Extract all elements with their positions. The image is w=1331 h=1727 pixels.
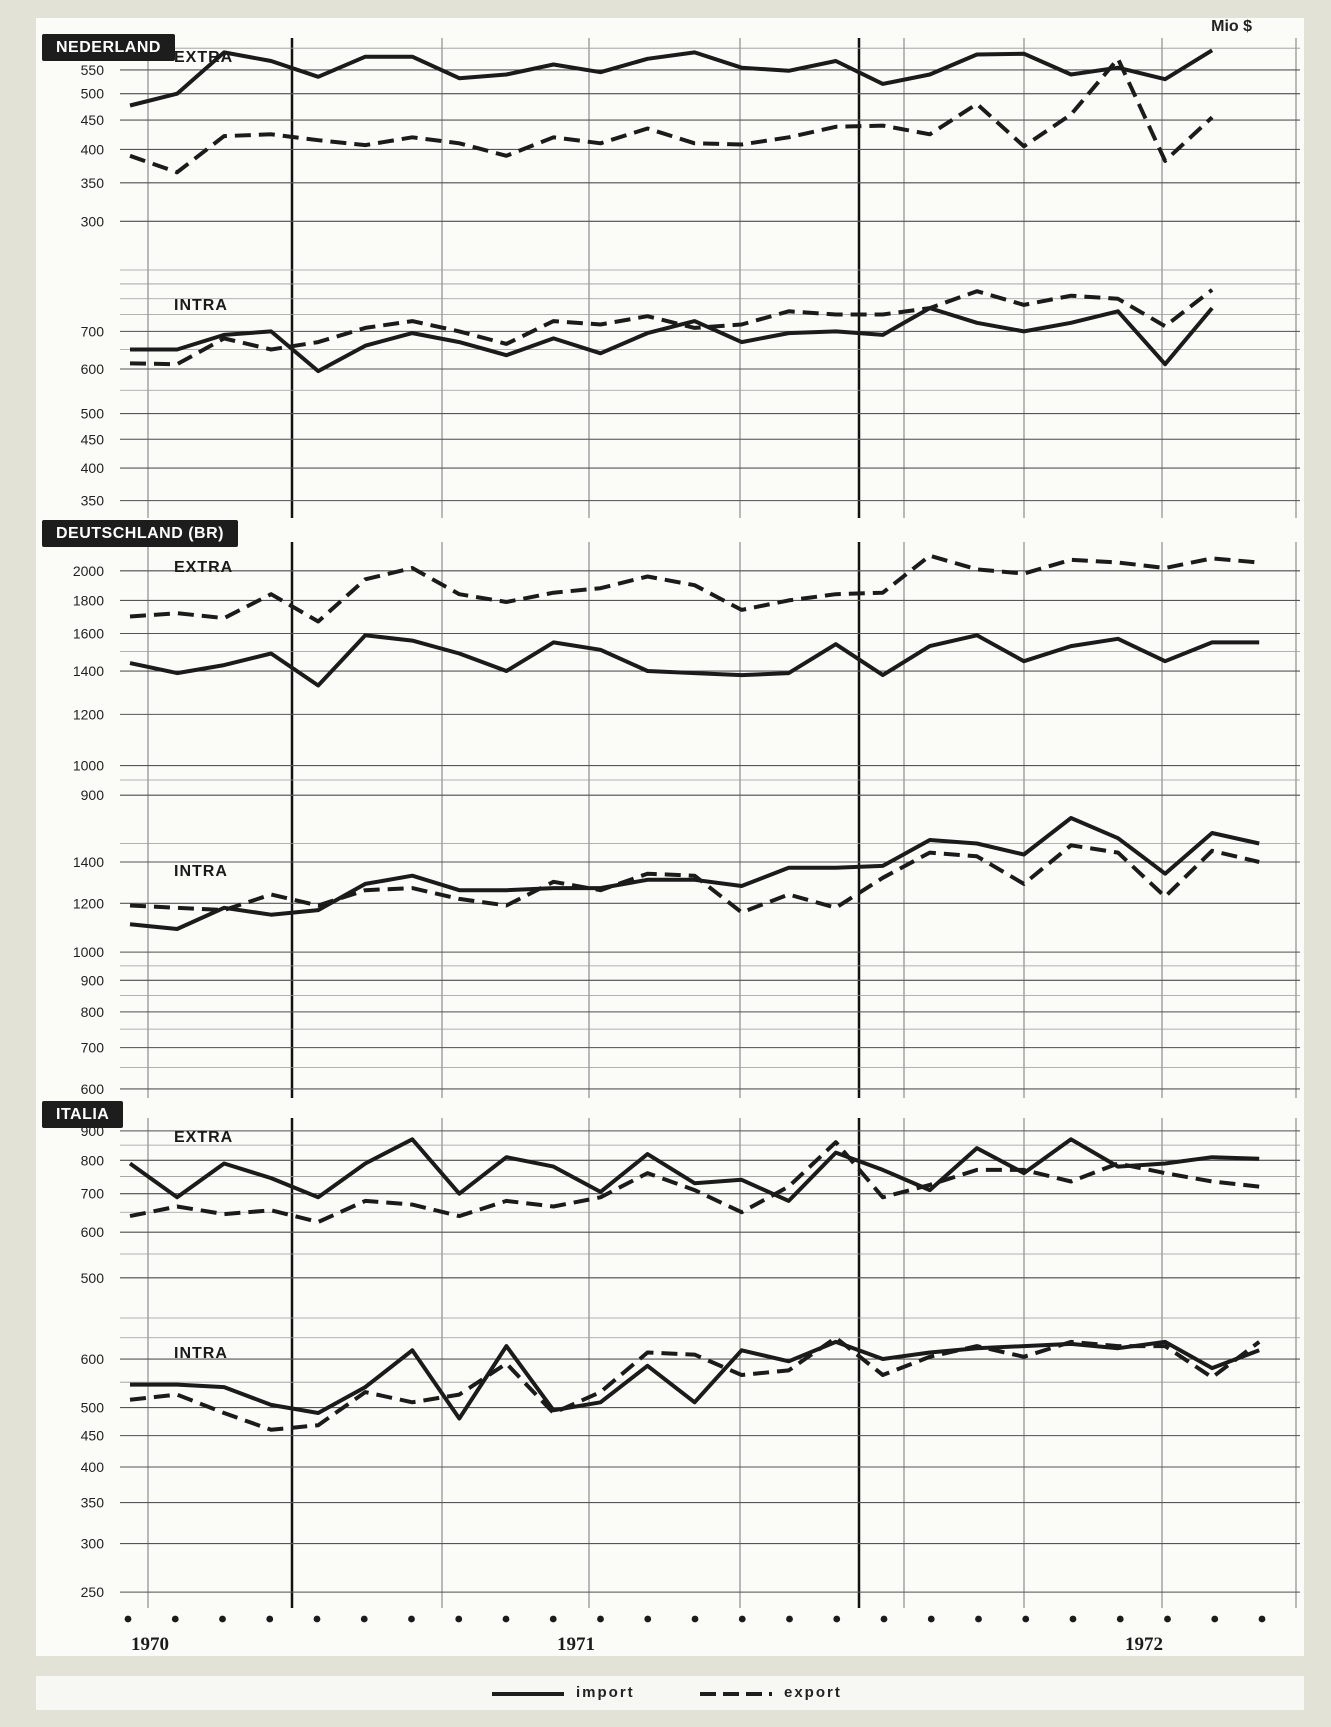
y-tick-label: 1400 xyxy=(73,663,104,679)
series-line-import xyxy=(129,816,1260,931)
y-tick-label: 450 xyxy=(81,112,105,128)
y-tick-label: 1400 xyxy=(73,854,104,870)
y-tick-label: 500 xyxy=(81,1270,105,1286)
month-tick-dot xyxy=(786,1615,793,1623)
series-line-export xyxy=(129,1335,1261,1432)
legend-import-label: import xyxy=(576,1684,635,1701)
series-line-import xyxy=(128,1137,1260,1203)
y-tick-label: 350 xyxy=(81,493,105,509)
month-tick-dot xyxy=(1116,1615,1124,1623)
y-tick-label: 300 xyxy=(81,213,105,229)
series-line-export xyxy=(129,843,1260,915)
y-tick-label: 600 xyxy=(81,1081,105,1097)
month-tick-dot xyxy=(502,1615,510,1623)
month-tick-dot xyxy=(408,1615,415,1623)
month-tick-dot xyxy=(738,1615,746,1623)
series-line-export xyxy=(129,553,1260,624)
country-label-nederland: NEDERLAND xyxy=(42,34,175,61)
legend: import export xyxy=(36,1676,1304,1710)
month-tick-dot xyxy=(1258,1615,1266,1623)
chart-paper: 300 350 400 450 500 550 EXTRA 350 400 450 500 600 70… xyxy=(36,18,1304,1656)
y-tick-label: 450 xyxy=(81,431,105,447)
month-tick-dot xyxy=(313,1615,321,1623)
country-label-italia: ITALIA xyxy=(42,1101,124,1128)
month-tick-dot xyxy=(549,1615,557,1623)
series-line-import xyxy=(129,48,1214,108)
month-tick-dot xyxy=(833,1615,841,1623)
chart-plot: 300 350 400 450 500 550 EXTRA 350 400 450 500 600 70… xyxy=(73,38,1300,1655)
month-tick-dot xyxy=(927,1615,935,1623)
y-tick-label: 500 xyxy=(81,86,105,102)
month-tick-dot xyxy=(124,1615,132,1623)
y-tick-label: 550 xyxy=(81,62,105,78)
country-label-deutschland: DEUTSCHLAND (BR) xyxy=(42,520,238,547)
y-tick-label: 400 xyxy=(81,460,105,476)
y-tick-label: 250 xyxy=(81,1584,105,1600)
y-tick-label: 400 xyxy=(81,1459,105,1475)
month-tick-dot xyxy=(455,1615,463,1623)
x-year-label: 1972 xyxy=(1125,1634,1163,1655)
month-tick-dot xyxy=(644,1615,652,1623)
y-tick-label: 600 xyxy=(81,1224,105,1240)
y-tick-label: 1200 xyxy=(73,895,104,911)
y-tick-label: 800 xyxy=(81,1004,105,1020)
month-tick-dot xyxy=(266,1615,274,1623)
y-tick-label: 600 xyxy=(81,1351,105,1367)
y-tick-label: 600 xyxy=(81,361,105,377)
legend-swatches xyxy=(492,1692,772,1696)
panel-label-intra: INTRA xyxy=(174,1345,228,1362)
x-year-label: 1971 xyxy=(557,1634,595,1655)
month-tick-dot xyxy=(691,1615,699,1623)
series-line-import xyxy=(130,306,1214,374)
y-tick-label: 700 xyxy=(81,1040,105,1056)
panel-label-extra: EXTRA xyxy=(174,559,233,576)
y-tick-label: 300 xyxy=(81,1536,105,1552)
y-tick-label: 1800 xyxy=(73,592,104,608)
y-tick-label: 800 xyxy=(81,1152,105,1168)
y-tick-label: 900 xyxy=(81,787,105,803)
y-tick-label: 450 xyxy=(81,1428,105,1444)
y-tick-label: 1600 xyxy=(73,626,104,642)
panel-label-extra: EXTRA xyxy=(174,1129,233,1146)
y-tick-label: 700 xyxy=(81,1186,105,1202)
y-tick-label: 900 xyxy=(81,972,105,988)
y-tick-label: 500 xyxy=(81,1400,105,1416)
y-tick-label: 350 xyxy=(81,1495,105,1511)
y-tick-label: 350 xyxy=(81,175,105,191)
month-tick-dot xyxy=(1069,1615,1077,1623)
month-tick-dot xyxy=(1211,1615,1219,1623)
x-year-label: 1970 xyxy=(131,1634,169,1655)
month-tick-dot xyxy=(880,1615,888,1623)
y-tick-label: 400 xyxy=(81,141,105,157)
month-tick-dot xyxy=(171,1615,179,1623)
panel-label-intra: INTRA xyxy=(174,297,228,314)
month-tick-dot xyxy=(975,1615,982,1623)
panel-label-extra: EXTRA xyxy=(174,49,233,66)
month-tick-dot xyxy=(360,1615,368,1623)
y-tick-label: 1000 xyxy=(73,758,104,774)
series-line-export xyxy=(129,288,1214,367)
y-tick-label: 1200 xyxy=(73,706,104,722)
panel-label-intra: INTRA xyxy=(174,863,228,880)
month-tick-dot xyxy=(597,1615,604,1623)
y-tick-label: 500 xyxy=(81,406,105,422)
series-line-export xyxy=(129,56,1214,175)
month-tick-dot xyxy=(219,1615,226,1623)
legend-export-label: export xyxy=(784,1684,842,1701)
series-line-export xyxy=(129,1140,1260,1224)
series-line-import xyxy=(129,633,1260,688)
unit-label: Mio $ xyxy=(1211,18,1252,35)
month-tick-dot xyxy=(1164,1615,1171,1623)
y-tick-label: 700 xyxy=(81,323,105,339)
month-tick-dot xyxy=(1022,1615,1030,1623)
y-tick-label: 1000 xyxy=(73,944,104,960)
y-tick-label: 2000 xyxy=(73,563,104,579)
